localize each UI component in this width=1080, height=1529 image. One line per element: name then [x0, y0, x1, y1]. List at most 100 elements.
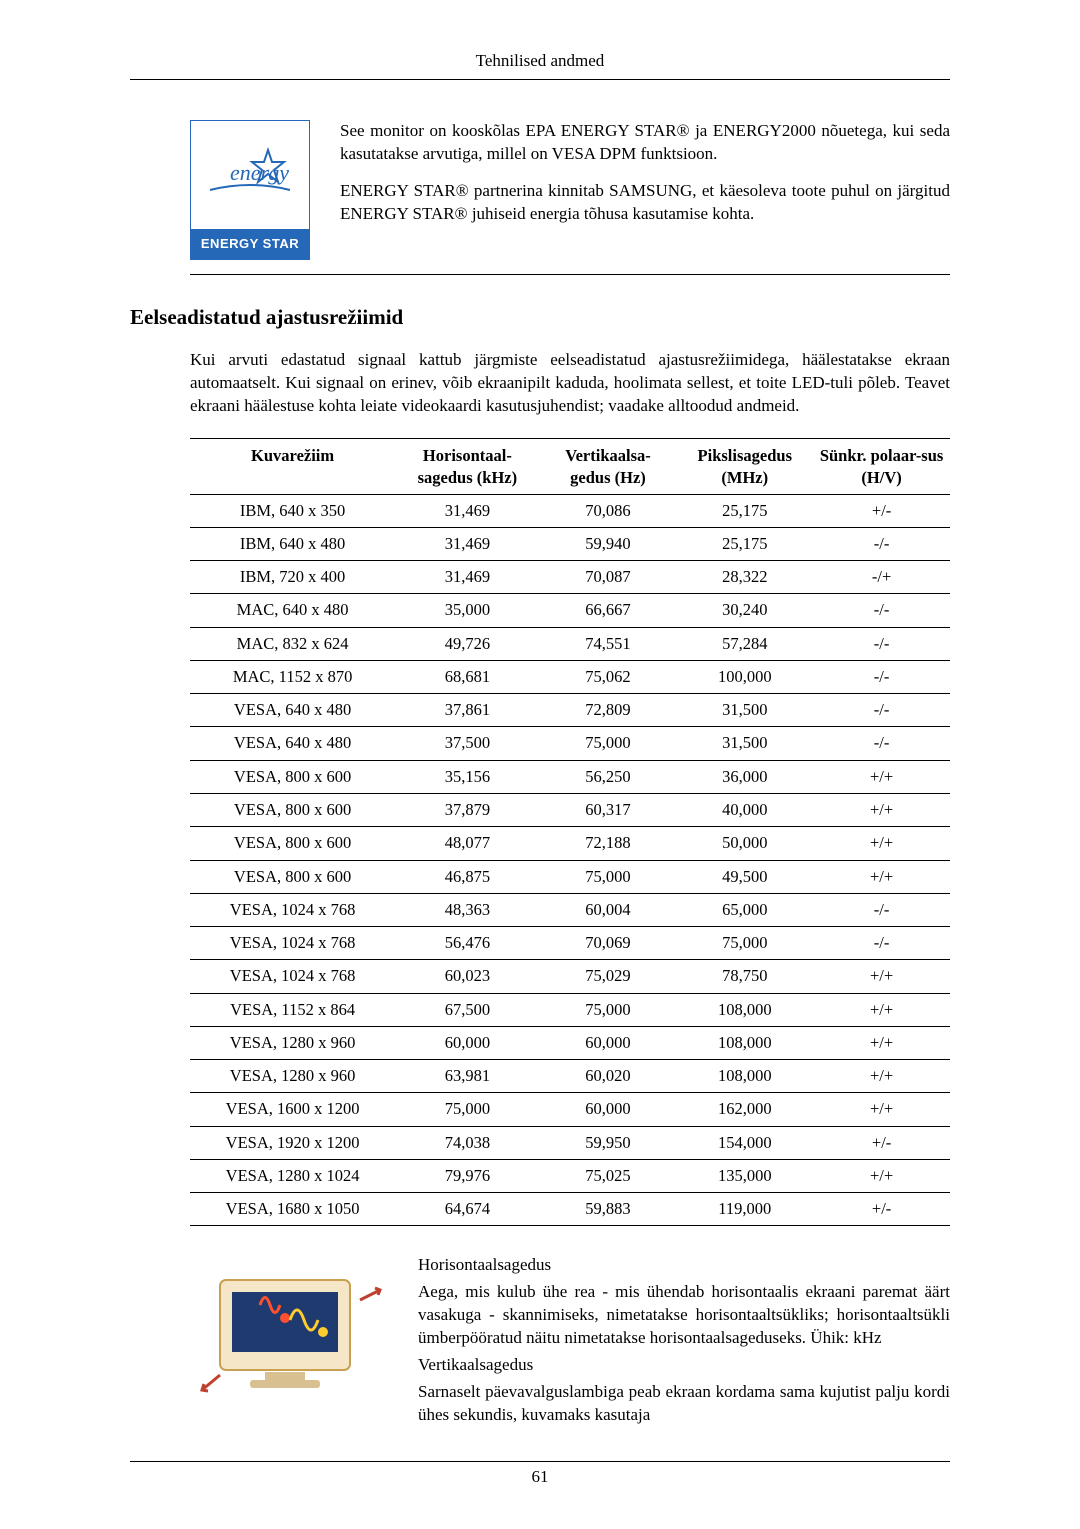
- table-cell: 63,981: [395, 1060, 539, 1093]
- table-cell: 60,000: [395, 1026, 539, 1059]
- table-cell: 65,000: [676, 893, 813, 926]
- table-cell: 46,875: [395, 860, 539, 893]
- energy-star-block: energy ENERGY STAR See monitor on kooskõ…: [190, 120, 950, 275]
- table-cell: 25,175: [676, 494, 813, 527]
- table-cell: IBM, 720 x 400: [190, 561, 395, 594]
- header-title: Tehnilised andmed: [476, 51, 605, 70]
- table-row: VESA, 1920 x 120074,03859,950154,000+/-: [190, 1126, 950, 1159]
- table-cell: VESA, 1280 x 960: [190, 1060, 395, 1093]
- table-cell: 50,000: [676, 827, 813, 860]
- table-cell: MAC, 1152 x 870: [190, 660, 395, 693]
- hfreq-text: Aega, mis kulub ühe rea - mis ühendab ho…: [418, 1281, 950, 1350]
- table-cell: IBM, 640 x 350: [190, 494, 395, 527]
- table-row: MAC, 640 x 48035,00066,66730,240-/-: [190, 594, 950, 627]
- table-cell: 40,000: [676, 794, 813, 827]
- energy-para-1: See monitor on kooskõlas EPA ENERGY STAR…: [340, 120, 950, 166]
- table-cell: +/+: [813, 827, 950, 860]
- table-row: VESA, 1280 x 96063,98160,020108,000+/+: [190, 1060, 950, 1093]
- table-row: VESA, 1152 x 86467,50075,000108,000+/+: [190, 993, 950, 1026]
- table-cell: 60,000: [540, 1026, 677, 1059]
- frequency-info-block: Horisontaalsagedus Aega, mis kulub ühe r…: [190, 1250, 950, 1431]
- table-row: VESA, 640 x 48037,86172,80931,500-/-: [190, 694, 950, 727]
- table-cell: VESA, 1600 x 1200: [190, 1093, 395, 1126]
- table-row: VESA, 800 x 60035,15656,25036,000+/+: [190, 760, 950, 793]
- table-cell: +/+: [813, 760, 950, 793]
- table-cell: 48,363: [395, 893, 539, 926]
- table-cell: -/-: [813, 660, 950, 693]
- table-row: VESA, 800 x 60037,87960,31740,000+/+: [190, 794, 950, 827]
- table-cell: 75,000: [676, 927, 813, 960]
- table-cell: 78,750: [676, 960, 813, 993]
- table-cell: MAC, 832 x 624: [190, 627, 395, 660]
- page-header: Tehnilised andmed: [130, 50, 950, 80]
- table-header-row: Kuvarežiim Horisontaal-sagedus (kHz) Ver…: [190, 439, 950, 495]
- table-cell: VESA, 800 x 600: [190, 760, 395, 793]
- table-cell: 74,551: [540, 627, 677, 660]
- table-cell: 108,000: [676, 1060, 813, 1093]
- table-cell: 35,000: [395, 594, 539, 627]
- table-cell: 72,809: [540, 694, 677, 727]
- monitor-illustration: [190, 1250, 390, 1400]
- table-row: IBM, 640 x 48031,46959,94025,175-/-: [190, 527, 950, 560]
- table-cell: 66,667: [540, 594, 677, 627]
- table-cell: 100,000: [676, 660, 813, 693]
- table-cell: 59,950: [540, 1126, 677, 1159]
- vfreq-text: Sarnaselt päevavalguslambiga peab ekraan…: [418, 1381, 950, 1427]
- table-cell: 31,500: [676, 694, 813, 727]
- table-cell: 70,086: [540, 494, 677, 527]
- table-cell: 31,469: [395, 494, 539, 527]
- table-row: VESA, 1024 x 76860,02375,02978,750+/+: [190, 960, 950, 993]
- table-cell: 75,000: [395, 1093, 539, 1126]
- table-cell: VESA, 1680 x 1050: [190, 1193, 395, 1226]
- table-cell: +/+: [813, 794, 950, 827]
- table-cell: VESA, 800 x 600: [190, 827, 395, 860]
- table-cell: +/+: [813, 860, 950, 893]
- col-pixel: Pikslisagedus (MHz): [676, 439, 813, 495]
- table-cell: 30,240: [676, 594, 813, 627]
- table-row: VESA, 1600 x 120075,00060,000162,000+/+: [190, 1093, 950, 1126]
- table-cell: 35,156: [395, 760, 539, 793]
- table-row: VESA, 1024 x 76848,36360,00465,000-/-: [190, 893, 950, 926]
- table-cell: VESA, 1280 x 960: [190, 1026, 395, 1059]
- table-cell: VESA, 1024 x 768: [190, 960, 395, 993]
- table-cell: VESA, 1152 x 864: [190, 993, 395, 1026]
- table-cell: 37,879: [395, 794, 539, 827]
- table-row: VESA, 1024 x 76856,47670,06975,000-/-: [190, 927, 950, 960]
- table-cell: 31,500: [676, 727, 813, 760]
- table-cell: 74,038: [395, 1126, 539, 1159]
- table-cell: VESA, 800 x 600: [190, 794, 395, 827]
- table-cell: 56,250: [540, 760, 677, 793]
- table-cell: 79,976: [395, 1159, 539, 1192]
- table-cell: 70,069: [540, 927, 677, 960]
- table-cell: 49,726: [395, 627, 539, 660]
- table-cell: 49,500: [676, 860, 813, 893]
- table-cell: +/+: [813, 1159, 950, 1192]
- page-footer: 61: [130, 1461, 950, 1489]
- table-cell: +/-: [813, 1193, 950, 1226]
- energy-text: See monitor on kooskõlas EPA ENERGY STAR…: [340, 120, 950, 260]
- table-cell: 57,284: [676, 627, 813, 660]
- table-cell: +/+: [813, 1093, 950, 1126]
- frequency-info-text: Horisontaalsagedus Aega, mis kulub ühe r…: [418, 1250, 950, 1431]
- intro-paragraph: Kui arvuti edastatud signaal kattub järg…: [190, 349, 950, 418]
- table-cell: 60,317: [540, 794, 677, 827]
- table-cell: +/-: [813, 494, 950, 527]
- table-cell: 59,883: [540, 1193, 677, 1226]
- table-cell: 108,000: [676, 1026, 813, 1059]
- table-row: VESA, 1280 x 102479,97675,025135,000+/+: [190, 1159, 950, 1192]
- table-cell: 36,000: [676, 760, 813, 793]
- table-cell: -/-: [813, 893, 950, 926]
- table-cell: 56,476: [395, 927, 539, 960]
- table-cell: 59,940: [540, 527, 677, 560]
- table-cell: 135,000: [676, 1159, 813, 1192]
- table-cell: -/-: [813, 927, 950, 960]
- timing-modes-table: Kuvarežiim Horisontaal-sagedus (kHz) Ver…: [190, 438, 950, 1226]
- table-cell: 31,469: [395, 561, 539, 594]
- table-cell: 72,188: [540, 827, 677, 860]
- table-cell: 75,025: [540, 1159, 677, 1192]
- table-cell: 119,000: [676, 1193, 813, 1226]
- table-cell: 60,000: [540, 1093, 677, 1126]
- table-row: VESA, 1280 x 96060,00060,000108,000+/+: [190, 1026, 950, 1059]
- table-cell: 75,000: [540, 993, 677, 1026]
- table-cell: VESA, 1024 x 768: [190, 927, 395, 960]
